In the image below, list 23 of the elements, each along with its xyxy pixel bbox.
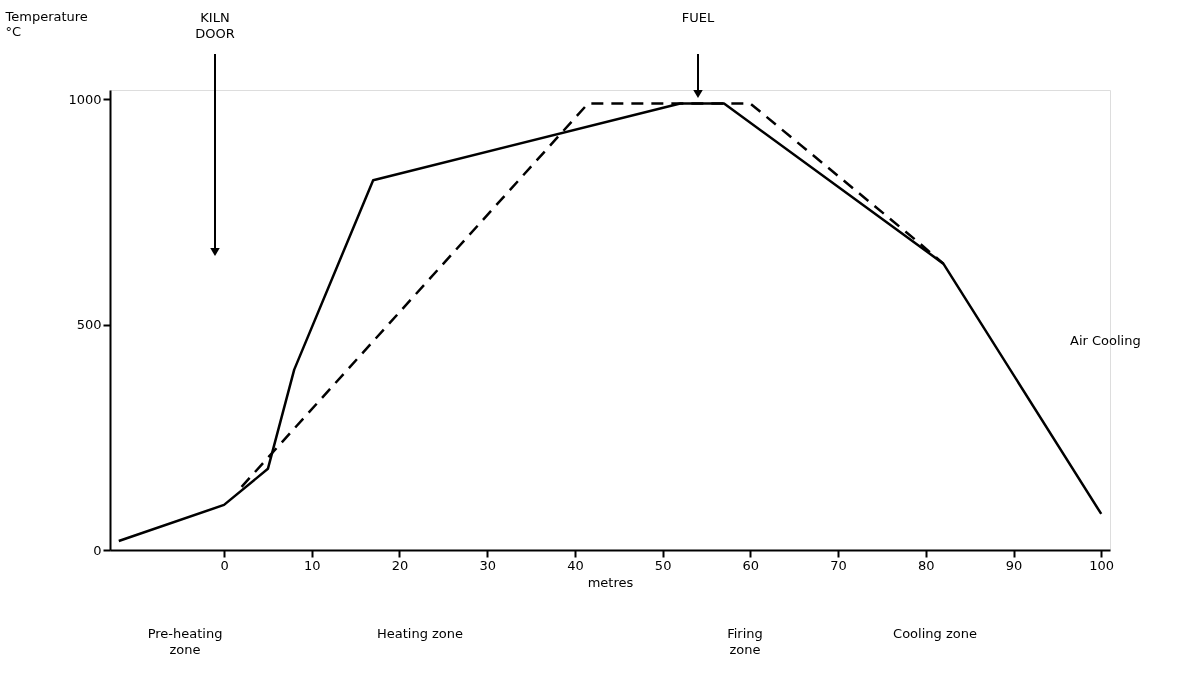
x-tick-label: 80 [918, 557, 935, 573]
x-tick-label: 70 [830, 557, 847, 573]
text: Firing zone [727, 626, 763, 657]
x-tick-label: 100 [1089, 557, 1115, 573]
text: Cooling zone [893, 626, 977, 641]
x-tick-label: 40 [567, 557, 584, 573]
y-tick-label: 0 [93, 542, 102, 558]
y-tick-label: 500 [76, 317, 102, 333]
x-tick-label: 10 [303, 557, 321, 573]
text: KILN DOOR [195, 10, 235, 41]
text: Heating zone [376, 626, 464, 641]
text: Pre-heating zone [147, 626, 223, 657]
x-tick-label: 50 [654, 557, 672, 573]
annotation: Air Cooling [1070, 333, 1141, 348]
x-tick-label: 30 [479, 557, 496, 573]
x-tick-label: 20 [391, 557, 409, 573]
x-axis-title: metres [587, 574, 634, 590]
y-tick-label: 1000 [68, 91, 102, 107]
x-tick-label: 90 [1005, 557, 1023, 573]
y-axis-title: Temperature °C [4, 8, 88, 39]
text: FUEL [681, 10, 715, 25]
x-tick-label: 0 [220, 557, 229, 573]
x-tick-label: 60 [742, 557, 760, 573]
